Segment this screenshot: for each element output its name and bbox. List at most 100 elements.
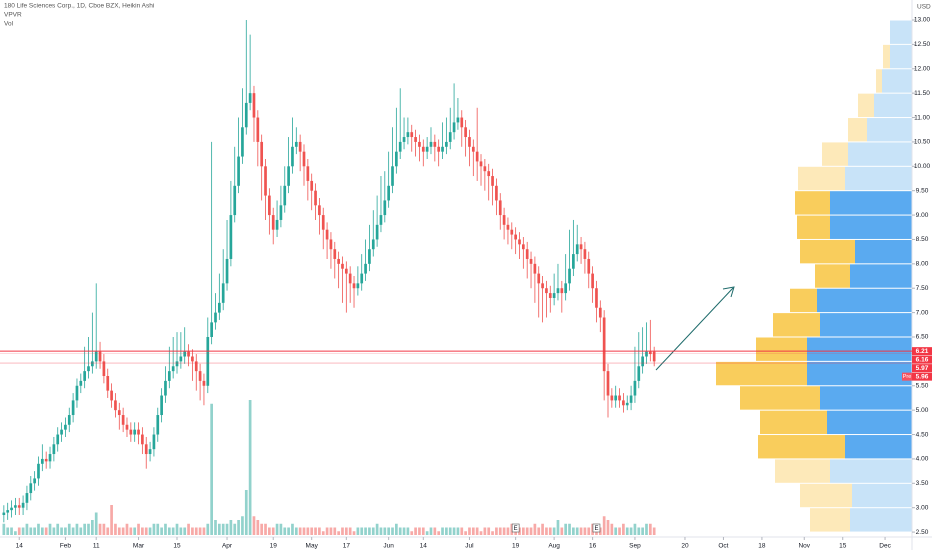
candle-body — [206, 336, 210, 386]
candle-body — [252, 93, 256, 118]
volume-bar — [221, 523, 225, 535]
x-tick-label: 11 — [93, 543, 100, 550]
candle-body — [545, 288, 548, 294]
y-tick-label: 10.50 — [914, 139, 931, 146]
y-tick-label: 4.00 — [916, 456, 929, 463]
volume-bar — [502, 527, 506, 535]
profile-up — [830, 215, 912, 239]
volume-bar — [114, 523, 117, 535]
candle-body — [560, 288, 564, 294]
volume-bar — [94, 512, 98, 535]
candle-body — [106, 376, 110, 391]
candle-body — [475, 151, 479, 162]
event-marker — [592, 523, 601, 533]
volume-bar — [252, 516, 256, 535]
volume-bar — [217, 523, 221, 535]
profile-up — [867, 118, 912, 142]
candle-body — [379, 215, 383, 225]
x-tick-label: 15 — [173, 543, 181, 550]
volume-bar — [614, 527, 618, 535]
candle-body — [279, 205, 283, 220]
y-tick-label: 5.50 — [916, 382, 929, 389]
candle-body — [83, 371, 87, 381]
volume-bar — [371, 527, 375, 535]
profile-down — [797, 215, 830, 239]
volume — [2, 400, 656, 535]
trend-arrow[interactable] — [655, 287, 734, 371]
candle-body — [402, 137, 406, 142]
volume-bar — [44, 527, 48, 535]
candle-body — [483, 166, 487, 172]
volume-bar — [244, 490, 248, 535]
candle-body — [325, 229, 329, 240]
volume-bar — [337, 531, 340, 535]
candle-body — [337, 258, 340, 264]
volume-bar — [194, 527, 198, 535]
volume-bar — [64, 527, 67, 535]
candle-body — [383, 200, 387, 216]
volume-bar — [71, 527, 75, 535]
candle-body — [187, 351, 190, 357]
volume-bar — [17, 527, 21, 535]
volume-bar — [437, 531, 441, 535]
volume-bar — [121, 527, 125, 535]
x-tick-label: 19 — [512, 543, 520, 550]
candle-body — [129, 429, 133, 435]
volume-bar — [52, 527, 56, 535]
candle-body — [391, 166, 394, 186]
candle-body — [52, 444, 56, 455]
volume-bar — [575, 527, 579, 535]
candle-body — [217, 302, 221, 313]
candle-body — [244, 102, 248, 128]
volume-bar — [645, 523, 648, 535]
y-tick-label: 9.00 — [916, 212, 929, 219]
candle-body — [94, 351, 98, 362]
volume-bar — [518, 527, 521, 535]
candle-body — [56, 434, 60, 445]
event-label: E — [594, 526, 598, 532]
volume-bar — [637, 527, 641, 535]
volume-bar — [187, 523, 190, 535]
volume-bar — [260, 523, 264, 535]
candle-body — [410, 132, 414, 138]
profile-up — [827, 410, 912, 435]
y-tick-label: 10.00 — [914, 163, 931, 170]
candle-body — [598, 307, 602, 318]
candle-body — [114, 400, 117, 411]
candle-body — [291, 146, 294, 167]
x-tick-label: Apr — [222, 543, 233, 550]
candle-body — [298, 141, 302, 152]
y-tick-label: 11.50 — [914, 90, 930, 97]
y-tick-label: 3.50 — [916, 480, 929, 487]
x-tick-label: Feb — [60, 543, 72, 550]
volume-bar — [541, 523, 544, 535]
volume-bar — [606, 520, 610, 535]
candle-body — [333, 249, 337, 259]
candle-body — [141, 434, 144, 445]
candle-body — [506, 224, 510, 230]
candle-body — [360, 273, 364, 284]
volume-bar — [495, 527, 498, 535]
volume-bar — [525, 527, 529, 535]
candle-body — [537, 273, 541, 284]
candle-body — [425, 146, 429, 152]
profile-down — [815, 264, 850, 288]
volume-bar — [356, 527, 360, 535]
volume-bar — [398, 527, 402, 535]
candle-body — [64, 424, 67, 430]
volume-bar — [318, 527, 321, 535]
volume-bar — [33, 527, 36, 535]
profile-up — [850, 508, 912, 532]
x-tick-label: Sep — [629, 543, 641, 550]
candle-body — [164, 380, 167, 396]
candle-body — [587, 258, 591, 274]
x-tick-label: 19 — [270, 543, 278, 550]
candles — [2, 19, 656, 523]
volume-bar — [279, 523, 283, 535]
volume-bar — [579, 527, 583, 535]
x-tick-label: Oct — [718, 543, 728, 550]
candle-body — [117, 410, 121, 416]
candle-body — [179, 356, 183, 362]
candle-body — [468, 137, 471, 147]
volume-bar — [622, 523, 625, 535]
